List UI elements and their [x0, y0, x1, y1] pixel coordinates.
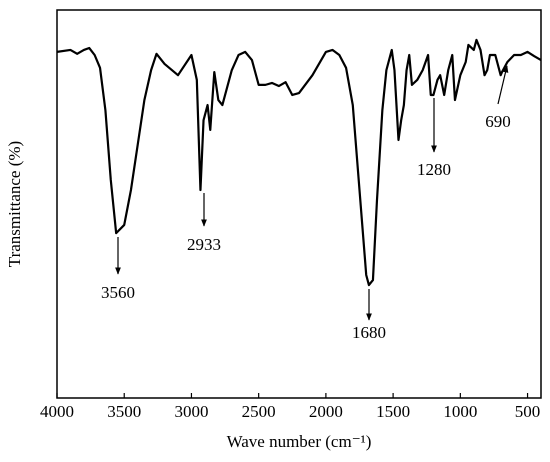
x-tick-label: 4000 [40, 402, 74, 421]
x-tick-label: 1000 [443, 402, 477, 421]
x-tick-label: 2500 [242, 402, 276, 421]
y-axis-label: Transmittance (%) [5, 141, 24, 267]
annotation: 1280 [417, 160, 451, 179]
x-tick-label: 3000 [174, 402, 208, 421]
annotation: 3560 [101, 283, 135, 302]
annotation-arrow [497, 65, 509, 105]
x-tick-label: 3500 [107, 402, 141, 421]
x-tick-label: 2000 [309, 402, 343, 421]
annotation: 1680 [352, 323, 386, 342]
spectrum-line [56, 38, 542, 287]
x-axis-label: Wave number (cm⁻¹) [227, 432, 372, 451]
plot-frame [56, 9, 542, 399]
x-tick-label: 1500 [376, 402, 410, 421]
x-tick-label: 500 [515, 402, 541, 421]
annotation: 2933 [187, 235, 221, 254]
annotation: 690 [485, 112, 511, 131]
